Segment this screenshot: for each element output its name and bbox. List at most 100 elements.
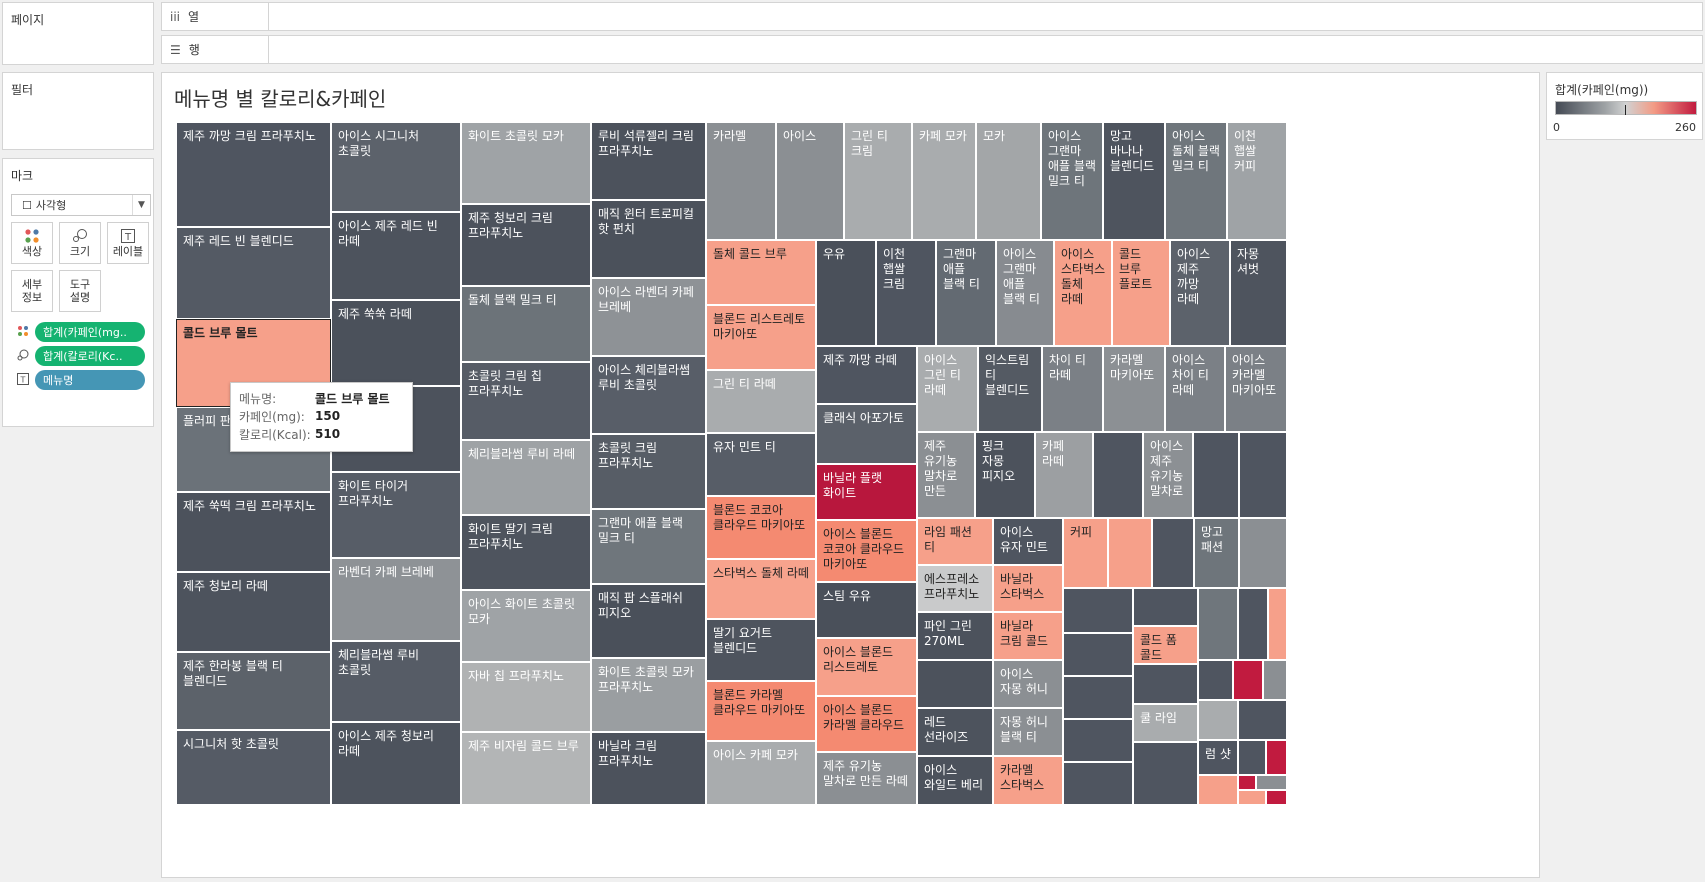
treemap-tile[interactable]: 블론드 코코아 클라우드 마키아또 [706, 496, 816, 559]
treemap-tile[interactable]: 아이스 시그니처 초콜릿 [331, 122, 461, 212]
treemap-tile[interactable] [1256, 775, 1287, 790]
treemap-tile[interactable]: 딸기 요거트 블렌디드 [706, 619, 816, 681]
treemap-tile[interactable]: 럼 샷 [1198, 740, 1238, 775]
treemap-tile[interactable]: 매직 팝 스플래쉬 피지오 [591, 584, 706, 658]
treemap-tile[interactable] [1063, 588, 1133, 633]
treemap-tile[interactable]: 레드 선라이즈 [917, 708, 993, 756]
treemap-tile[interactable]: 파인 그린 270ML [917, 612, 993, 660]
treemap-tile[interactable]: 제주 비자림 콜드 브루 [461, 732, 591, 805]
treemap-tile[interactable]: 체리블라썸 루비 라떼 [461, 440, 591, 515]
treemap-tile[interactable]: 아이스 블론드 리스트레토 [816, 638, 917, 696]
treemap-tile[interactable]: 제주 유기농 말차로 만든 라떼 [816, 752, 917, 805]
treemap-tile[interactable]: 카라멜 마키아또 [1103, 346, 1165, 432]
treemap-tile[interactable]: 자몽 셔벗 [1230, 240, 1287, 346]
label-button[interactable]: T 레이블 [107, 222, 149, 264]
treemap-tile[interactable] [1198, 660, 1233, 700]
treemap-tile[interactable]: 제주 까망 라떼 [816, 346, 917, 404]
treemap-tile[interactable] [1239, 432, 1287, 518]
color-button[interactable]: 색상 [11, 222, 53, 264]
treemap-tile[interactable] [1133, 588, 1198, 626]
treemap-tile[interactable]: 그랜마 애플 블랙 티 [936, 240, 996, 346]
treemap-tile[interactable]: 바닐라 크림 콜드 [993, 612, 1063, 660]
treemap-tile[interactable]: 아이스 제주 청보리 라떼 [331, 722, 461, 805]
treemap-tile[interactable]: 아이스 그랜마 애플 블랙 밀크 티 [1041, 122, 1103, 240]
treemap-tile[interactable]: 익스트림 티 블렌디드 [978, 346, 1042, 432]
treemap-tile[interactable] [1238, 790, 1266, 805]
treemap-tile[interactable]: 아이스 화이트 초콜릿 모카 [461, 590, 591, 662]
treemap-tile[interactable]: 그랜마 애플 블랙 밀크 티 [591, 509, 706, 584]
treemap-tile[interactable]: 바닐라 플랫 화이트 [816, 464, 917, 520]
treemap-tile[interactable]: 아이스 그랜마 애플 블랙 티 [996, 240, 1054, 346]
treemap-tile[interactable]: 제주 청보리 라떼 [176, 572, 331, 652]
treemap-tile[interactable]: 스팀 우유 [816, 582, 917, 638]
treemap-tile[interactable]: 화이트 초콜릿 모카 프라푸치노 [591, 658, 706, 732]
treemap-tile[interactable]: 망고 바나나 블렌디드 [1103, 122, 1165, 240]
treemap-tile[interactable]: 그린 티 크림 [844, 122, 912, 240]
treemap-tile[interactable]: 이천 햅쌀 크림 [876, 240, 936, 346]
treemap-tile[interactable] [1266, 740, 1287, 775]
treemap-tile[interactable]: 차이 티 라떼 [1042, 346, 1103, 432]
caffeine-color-pill[interactable]: 합계(카페인(mg.. [35, 322, 145, 342]
treemap-tile[interactable] [1233, 660, 1263, 700]
treemap-tile[interactable]: 우유 [816, 240, 876, 346]
treemap-tile[interactable]: 블론드 카라멜 클라우드 마키아또 [706, 681, 816, 741]
treemap-tile[interactable]: 아이스 유자 민트 [993, 518, 1063, 565]
treemap-tile[interactable]: 스타벅스 돌체 라떼 [706, 559, 816, 619]
treemap-tile[interactable] [1198, 775, 1238, 805]
treemap-tile[interactable] [1238, 700, 1287, 740]
calorie-size-pill[interactable]: 합계(칼로리(Kc.. [35, 346, 145, 366]
treemap-tile[interactable] [1198, 588, 1238, 660]
treemap-tile[interactable]: 아이스 라벤더 카페 브레베 [591, 278, 706, 356]
treemap-tile[interactable]: 유자 민트 티 [706, 433, 816, 496]
treemap-tile[interactable]: 모카 [976, 122, 1041, 240]
treemap-tile[interactable]: 카페 라떼 [1035, 432, 1093, 518]
treemap-tile[interactable]: 제주 쑥떡 크림 프라푸치노 [176, 492, 331, 572]
treemap-tile[interactable]: 쿨 라임 [1133, 704, 1198, 742]
treemap-tile[interactable] [1063, 719, 1133, 762]
treemap-tile[interactable]: 시그니처 핫 초콜릿 [176, 730, 331, 805]
treemap-tile[interactable]: 카페 모카 [912, 122, 976, 240]
treemap-tile[interactable]: 아이스 그린 티 라떼 [917, 346, 978, 432]
treemap-tile[interactable] [1238, 588, 1268, 660]
menu-name-label-pill[interactable]: 메뉴명 [35, 370, 145, 390]
treemap-tile[interactable] [1152, 518, 1194, 588]
treemap-tile[interactable]: 아이스 제주 유기농 말차로 [1143, 432, 1193, 518]
treemap-tile[interactable]: 망고 패션 [1194, 518, 1239, 588]
treemap-tile[interactable]: 아이스 [776, 122, 844, 240]
tooltip-button[interactable]: 도구 설명 [59, 270, 101, 312]
color-legend[interactable]: 합계(카페인(mg)) 0 260 [1546, 72, 1703, 140]
treemap-tile[interactable]: 아이스 제주 레드 빈 라떼 [331, 212, 461, 300]
treemap-tile[interactable]: 초콜릿 크림 칩 프라푸치노 [461, 362, 591, 440]
treemap-tile[interactable] [1063, 633, 1133, 676]
filters-card[interactable]: 필터 [2, 72, 154, 150]
treemap-tile[interactable] [1268, 588, 1287, 660]
treemap-tile[interactable]: 아이스 와일드 베리 [917, 756, 993, 805]
treemap-tile[interactable] [1238, 740, 1266, 775]
treemap-tile[interactable]: 에스프레소 프라푸치노 [917, 565, 993, 612]
treemap-tile[interactable] [1108, 518, 1152, 588]
treemap-tile[interactable]: 이천 햅쌀 커피 [1227, 122, 1287, 240]
treemap-tile[interactable]: 아이스 자몽 허니 [993, 660, 1063, 708]
treemap-tile[interactable]: 돌체 블랙 밀크 티 [461, 286, 591, 362]
treemap-tile[interactable]: 라임 패션 티 [917, 518, 993, 565]
treemap-tile[interactable]: 제주 유기농 말차로 만든 [917, 432, 975, 518]
treemap-tile[interactable]: 자바 칩 프라푸치노 [461, 662, 591, 732]
treemap-tile[interactable]: 핑크 자몽 피지오 [975, 432, 1035, 518]
treemap-tile[interactable]: 매직 윈터 트로피컬 핫 펀치 [591, 200, 706, 278]
treemap-tile[interactable]: 제주 청보리 크림 프라푸치노 [461, 204, 591, 286]
size-button[interactable]: 크기 [59, 222, 101, 264]
treemap-tile[interactable]: 카라멜 [706, 122, 776, 240]
treemap-tile[interactable] [1198, 700, 1238, 740]
treemap-tile[interactable] [1093, 432, 1143, 518]
treemap-tile[interactable]: 제주 쑥쑥 라떼 [331, 300, 461, 386]
treemap-tile[interactable] [1063, 676, 1133, 719]
treemap-tile[interactable]: 라벤더 카페 브레베 [331, 558, 461, 641]
treemap-tile[interactable]: 체리블라썸 루비 초콜릿 [331, 641, 461, 722]
treemap-tile[interactable]: 카라멜 스타벅스 [993, 756, 1063, 805]
treemap-tile[interactable]: 아이스 제주 까망 라떼 [1170, 240, 1230, 346]
rows-shelf[interactable]: ☰ 행 [161, 35, 1703, 64]
treemap-tile[interactable]: 초콜릿 크림 프라푸치노 [591, 434, 706, 509]
treemap-tile[interactable]: 바닐라 스타벅스 [993, 565, 1063, 612]
treemap-tile[interactable]: 화이트 초콜릿 모카 [461, 122, 591, 204]
mark-type-dropdown[interactable]: ☐ 사각형 ▼ [11, 194, 151, 216]
